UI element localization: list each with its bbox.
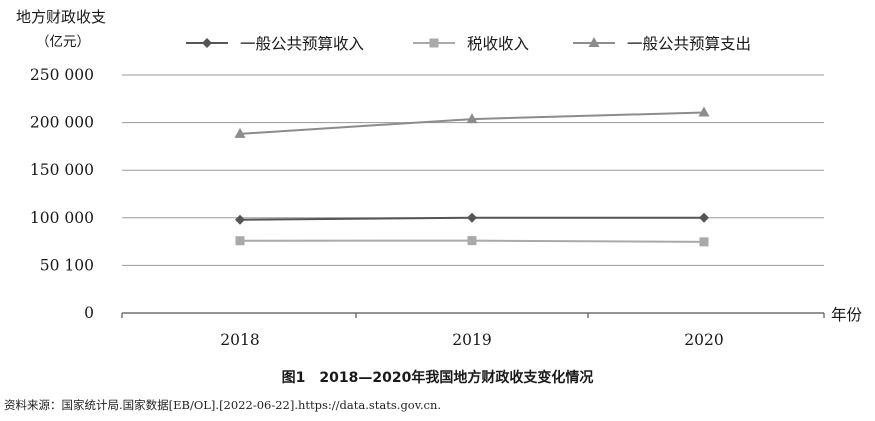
legend-swatch <box>186 38 228 48</box>
x-tick-label: 2018 <box>220 331 259 349</box>
data-point <box>698 106 710 117</box>
data-point <box>235 236 245 246</box>
y-tick-label: 150 000 <box>30 161 94 179</box>
legend-swatch <box>573 37 615 47</box>
source-note: 资料来源：国家统计局.国家数据[EB/OL].[2022-06-22].http… <box>4 398 442 412</box>
data-point <box>467 236 477 246</box>
data-point <box>202 38 212 48</box>
legend-item: 一般公共预算收入 <box>184 33 364 55</box>
data-point <box>699 237 709 247</box>
y-tick-label: 50 100 <box>40 256 94 274</box>
legend-label: 一般公共预算支出 <box>627 35 752 53</box>
data-point <box>467 212 477 223</box>
x-tick-label: 2019 <box>452 331 491 349</box>
y-axis-title: 地方财政收支 <box>16 8 107 26</box>
data-point <box>588 37 600 47</box>
legend-label: 一般公共预算收入 <box>240 35 365 53</box>
legend-label: 税收收入 <box>467 35 530 53</box>
data-point <box>234 127 246 138</box>
legend-item: 税收收入 <box>411 33 529 55</box>
data-point <box>235 214 245 225</box>
legend-item: 一般公共预算支出 <box>571 33 751 55</box>
series <box>234 106 710 138</box>
y-tick-label: 100 000 <box>30 209 94 227</box>
series <box>235 212 709 225</box>
tick-labels: 0 50 100 100 000 150 000 200 000 250 000 2018 2… <box>30 66 863 349</box>
legend-swatch <box>413 38 455 48</box>
data-point <box>429 38 439 48</box>
y-tick-label: 250 000 <box>30 66 94 84</box>
line-chart: 0 50 100 100 000 150 000 200 000 250 000 2018 2… <box>30 66 863 349</box>
x-axis-title: 年份 <box>831 306 863 324</box>
x-tick-label: 2020 <box>684 331 723 349</box>
y-tick-label: 200 000 <box>30 114 94 132</box>
axes <box>121 312 825 318</box>
data-point <box>466 113 478 124</box>
data-point <box>699 212 709 223</box>
figure-caption: 图1 2018—2020年我国地方财政收支变化情况 <box>281 370 594 386</box>
y-tick-label: 0 <box>84 304 94 322</box>
series <box>235 236 709 247</box>
y-axis-unit: （亿元） <box>36 34 90 50</box>
series-group <box>234 106 710 247</box>
